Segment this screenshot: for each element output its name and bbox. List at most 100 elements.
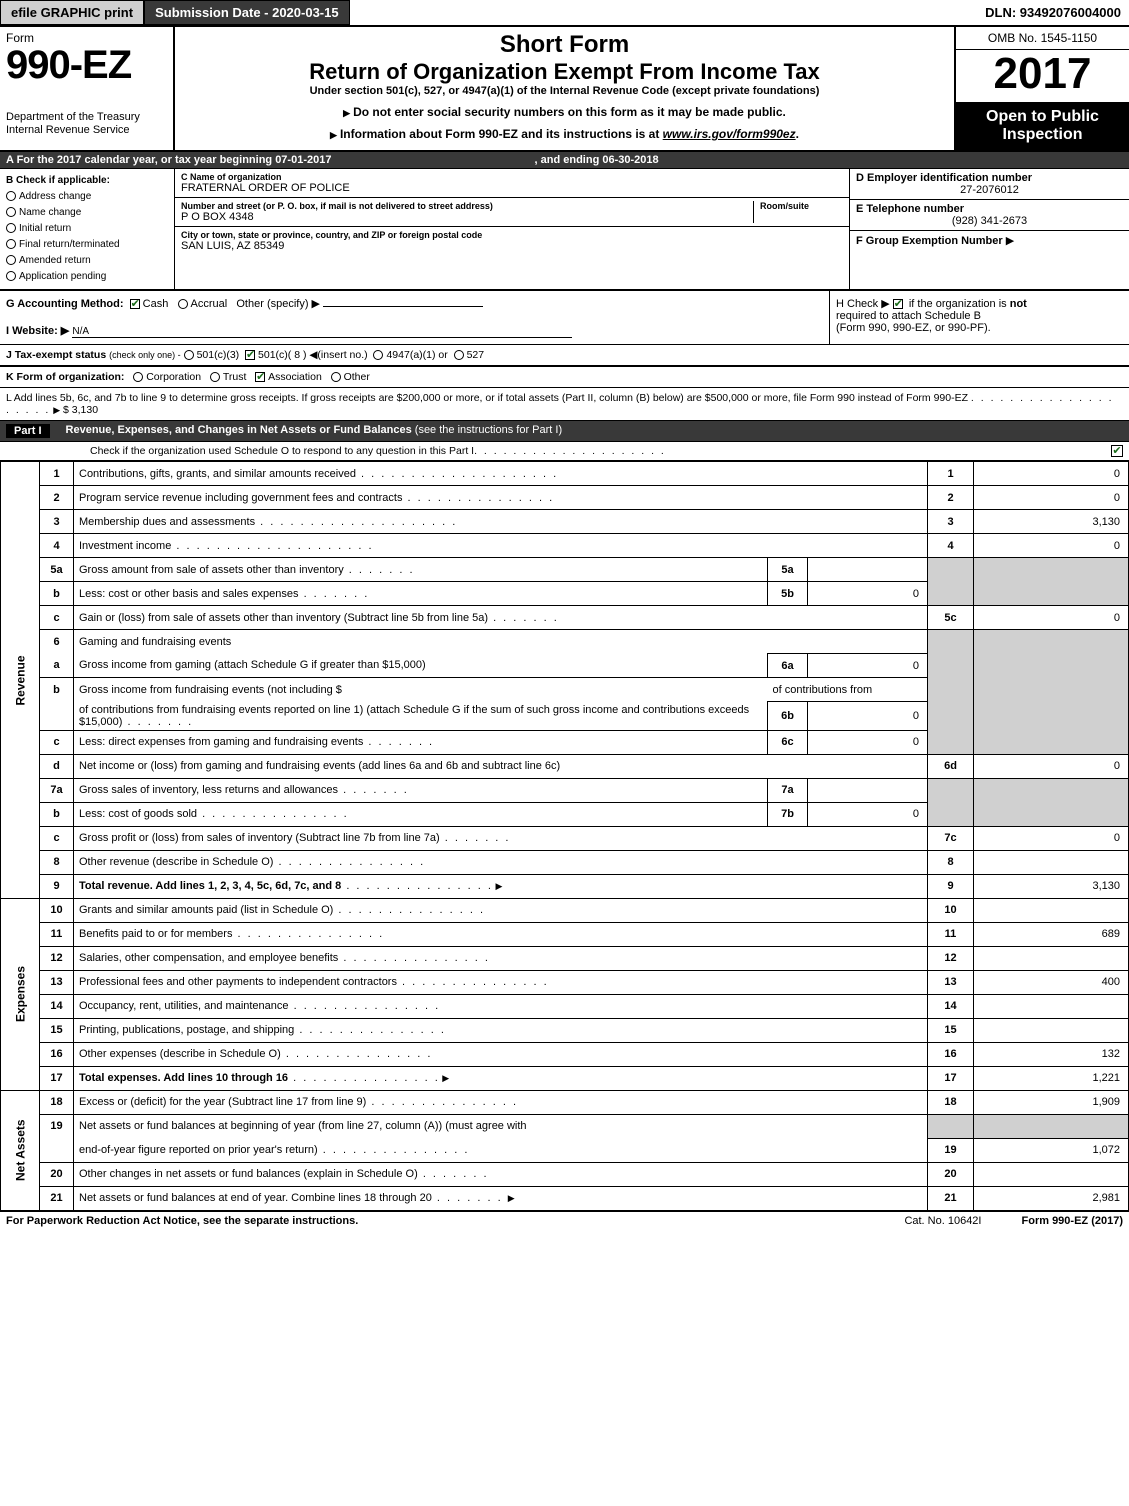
l12-val bbox=[974, 946, 1129, 970]
l6c-minival: 0 bbox=[808, 730, 928, 754]
l7c-num: c bbox=[40, 826, 74, 850]
footer-rt-form: 990-EZ bbox=[1052, 1215, 1088, 1227]
expenses-side-label: Expenses bbox=[1, 898, 40, 1090]
box-f: F Group Exemption Number ▶ bbox=[850, 231, 1129, 250]
l17-text: Total expenses. Add lines 10 through 16 bbox=[79, 1072, 288, 1084]
line-9: 9 Total revenue. Add lines 1, 2, 3, 4, 5… bbox=[1, 874, 1129, 898]
page-footer: For Paperwork Reduction Act Notice, see … bbox=[0, 1211, 1129, 1230]
submission-date-button[interactable]: Submission Date - 2020-03-15 bbox=[144, 0, 350, 25]
g-accrual: Accrual bbox=[191, 298, 228, 310]
cb-address-change[interactable]: Address change bbox=[6, 189, 168, 205]
cb-schedule-o[interactable]: ✔ bbox=[1111, 445, 1123, 457]
dln-label: DLN: 93492076004000 bbox=[977, 1, 1129, 24]
cb-name-change[interactable]: Name change bbox=[6, 205, 168, 221]
open-to-public: Open to Public Inspection bbox=[956, 102, 1129, 150]
k-label: K Form of organization: bbox=[6, 371, 124, 383]
cb-501c[interactable] bbox=[245, 350, 255, 360]
header-left: Form 990-EZ Department of the Treasury I… bbox=[0, 27, 175, 150]
l6b-contrib: of contributions from bbox=[768, 678, 928, 702]
form-number: 990-EZ bbox=[6, 45, 167, 85]
h-mid3: (Form 990, 990-EZ, or 990-PF). bbox=[836, 322, 991, 334]
footer-rt-post: (2017) bbox=[1088, 1215, 1123, 1227]
l7a-valshade bbox=[974, 778, 1129, 802]
cb-initial-return[interactable]: Initial return bbox=[6, 221, 168, 237]
l6b2-num bbox=[40, 702, 74, 731]
cb-other[interactable] bbox=[331, 372, 341, 382]
line-4: 4 Investment income 4 0 bbox=[1, 534, 1129, 558]
cb-assoc[interactable] bbox=[255, 372, 265, 382]
part-1-tag: Part I bbox=[6, 424, 50, 438]
l21-col: 21 bbox=[928, 1186, 974, 1210]
j-527: 527 bbox=[467, 349, 485, 361]
short-form-title: Short Form bbox=[183, 31, 946, 59]
l21-text: Net assets or fund balances at end of ye… bbox=[79, 1192, 432, 1204]
cb-accrual[interactable] bbox=[178, 299, 188, 309]
l7b-minival: 0 bbox=[808, 802, 928, 826]
efile-print-button[interactable]: efile GRAPHIC print bbox=[0, 0, 144, 25]
cb-corp[interactable] bbox=[133, 372, 143, 382]
l4-val: 0 bbox=[974, 534, 1129, 558]
l16-num: 16 bbox=[40, 1042, 74, 1066]
l10-col: 10 bbox=[928, 898, 974, 922]
l6c-text: Less: direct expenses from gaming and fu… bbox=[79, 736, 363, 748]
l3-num: 3 bbox=[40, 510, 74, 534]
l7b-shade bbox=[928, 802, 974, 826]
city-row: City or town, state or province, country… bbox=[175, 227, 849, 255]
g-cash: Cash bbox=[143, 298, 169, 310]
l11-num: 11 bbox=[40, 922, 74, 946]
cb-final-return[interactable]: Final return/terminated bbox=[6, 237, 168, 253]
l21-num: 21 bbox=[40, 1186, 74, 1210]
arrow-icon: ▶ bbox=[1006, 235, 1014, 247]
l6b-mini: 6b bbox=[768, 702, 808, 731]
cb-trust[interactable] bbox=[210, 372, 220, 382]
l2-text: Program service revenue including govern… bbox=[79, 492, 402, 504]
l18-val: 1,909 bbox=[974, 1090, 1129, 1114]
l7b-valshade bbox=[974, 802, 1129, 826]
g-other-input[interactable] bbox=[323, 306, 483, 307]
header-right: OMB No. 1545-1150 2017 Open to Public In… bbox=[954, 27, 1129, 150]
row-k: K Form of organization: Corporation Trus… bbox=[0, 367, 1129, 388]
cb-527[interactable] bbox=[454, 350, 464, 360]
revenue-side-label: Revenue bbox=[1, 462, 40, 899]
l6a-text: Gross income from gaming (attach Schedul… bbox=[79, 659, 426, 671]
cb-schedule-b[interactable] bbox=[893, 299, 903, 309]
row-l: L Add lines 5b, 6c, and 7b to line 9 to … bbox=[0, 388, 1129, 421]
l5b-shade bbox=[928, 582, 974, 606]
l1-val: 0 bbox=[974, 462, 1129, 486]
h-mid1: if the organization is bbox=[909, 298, 1010, 310]
l6b-shade bbox=[928, 678, 974, 702]
l7a-shade bbox=[928, 778, 974, 802]
form-link[interactable]: www.irs.gov/form990ez bbox=[663, 127, 796, 141]
cb-amend-lab: Amended return bbox=[19, 255, 91, 266]
l15-col: 15 bbox=[928, 1018, 974, 1042]
j-501c: 501(c)( 8 ) ◀(insert no.) bbox=[258, 349, 368, 361]
cb-app-lab: Application pending bbox=[19, 271, 106, 282]
l6-num: 6 bbox=[40, 630, 74, 654]
org-name-row: C Name of organization FRATERNAL ORDER O… bbox=[175, 169, 849, 198]
l7a-num: 7a bbox=[40, 778, 74, 802]
l6a-shade bbox=[928, 654, 974, 678]
l18-text: Excess or (deficit) for the year (Subtra… bbox=[79, 1096, 366, 1108]
website-value: N/A bbox=[72, 326, 572, 338]
cb-cash[interactable] bbox=[130, 299, 140, 309]
cb-amended-return[interactable]: Amended return bbox=[6, 253, 168, 269]
l-amount: $ 3,130 bbox=[63, 404, 98, 416]
l7b-text: Less: cost of goods sold bbox=[79, 808, 197, 820]
line-6: 6 Gaming and fundraising events bbox=[1, 630, 1129, 654]
line-6d: d Net income or (loss) from gaming and f… bbox=[1, 754, 1129, 778]
k-assoc: Association bbox=[268, 371, 322, 383]
cb-501c3[interactable] bbox=[184, 350, 194, 360]
l5c-val: 0 bbox=[974, 606, 1129, 630]
l6b-text1: Gross income from fundraising events (no… bbox=[79, 684, 342, 696]
l6-valshade bbox=[974, 630, 1129, 654]
cb-4947[interactable] bbox=[373, 350, 383, 360]
cb-init-lab: Initial return bbox=[19, 223, 71, 234]
l13-col: 13 bbox=[928, 970, 974, 994]
line-17: 17 Total expenses. Add lines 10 through … bbox=[1, 1066, 1129, 1090]
part-1-header: Part I Revenue, Expenses, and Changes in… bbox=[0, 421, 1129, 442]
dept-line: Department of the Treasury bbox=[6, 111, 140, 123]
l15-num: 15 bbox=[40, 1018, 74, 1042]
cb-application-pending[interactable]: Application pending bbox=[6, 269, 168, 285]
line-14: 14 Occupancy, rent, utilities, and maint… bbox=[1, 994, 1129, 1018]
l5a-valshade bbox=[974, 558, 1129, 582]
